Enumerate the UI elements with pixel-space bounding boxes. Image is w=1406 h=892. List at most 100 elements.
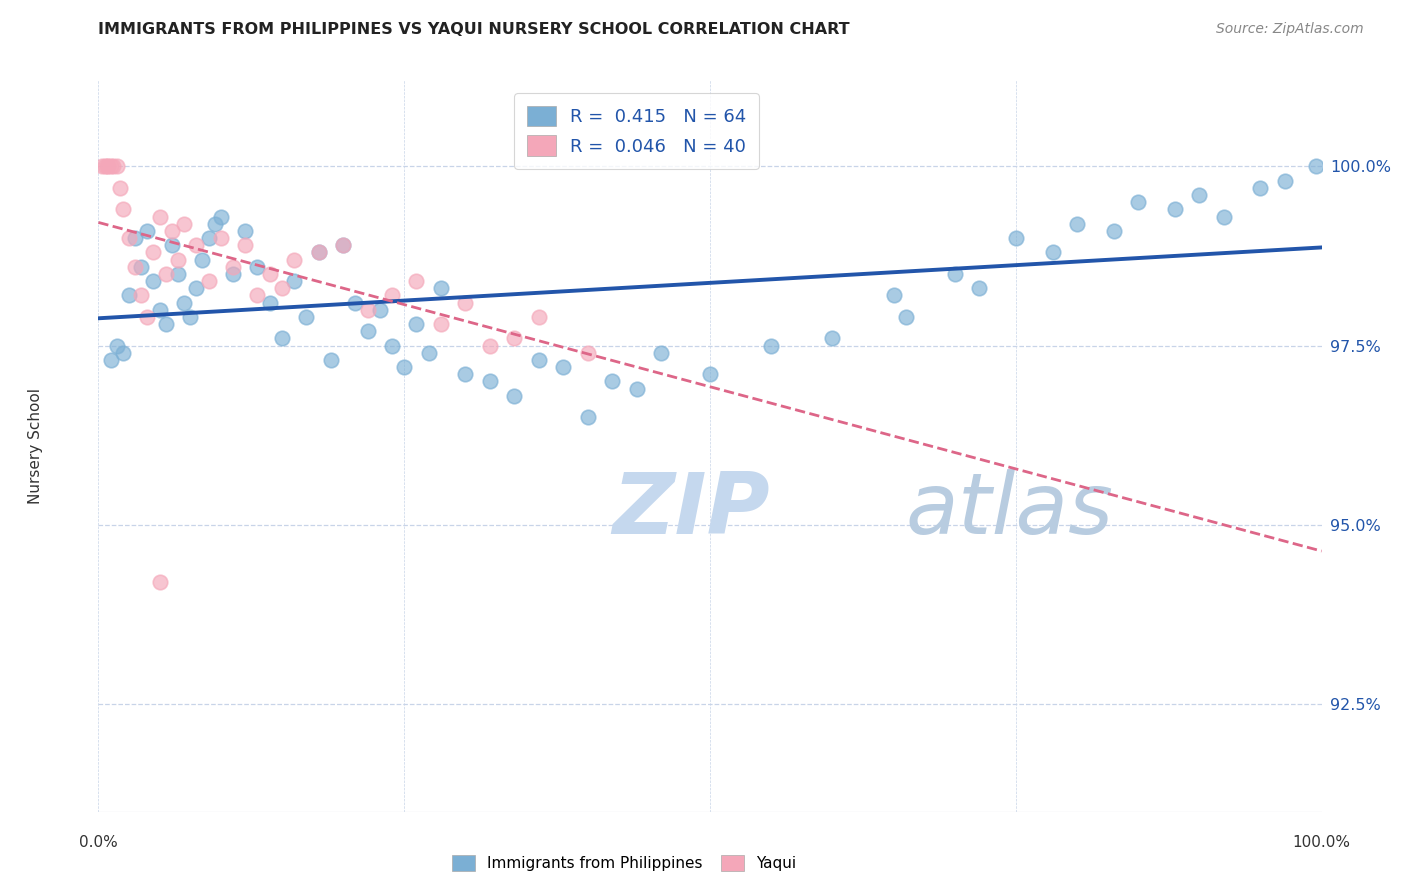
Point xyxy=(197,231,219,245)
Point xyxy=(142,245,165,260)
Point xyxy=(1250,181,1272,195)
Point xyxy=(883,288,905,302)
Point xyxy=(129,260,152,274)
Point xyxy=(295,310,318,324)
Point xyxy=(1102,224,1125,238)
Point xyxy=(1305,159,1327,173)
Point xyxy=(124,260,146,274)
Point xyxy=(405,317,427,331)
Text: atlas: atlas xyxy=(905,469,1114,552)
Point xyxy=(1274,174,1296,188)
Point xyxy=(209,231,232,245)
Point xyxy=(308,245,330,260)
Point xyxy=(110,181,132,195)
Text: ZIP: ZIP xyxy=(612,469,770,552)
Point xyxy=(160,238,183,252)
Point xyxy=(368,302,391,317)
Point xyxy=(356,302,378,317)
Point xyxy=(167,252,190,267)
Point xyxy=(173,295,195,310)
Point xyxy=(478,338,501,352)
Point xyxy=(943,267,966,281)
Text: 0.0%: 0.0% xyxy=(79,836,118,850)
Point xyxy=(283,252,305,267)
Point xyxy=(503,331,526,345)
Point xyxy=(100,353,122,368)
Point xyxy=(233,238,256,252)
Text: 100.0%: 100.0% xyxy=(1292,836,1351,850)
Point xyxy=(626,382,648,396)
Point xyxy=(100,159,122,173)
Point xyxy=(129,288,152,302)
Point xyxy=(160,224,183,238)
Point xyxy=(96,159,118,173)
Point xyxy=(136,224,159,238)
Point xyxy=(967,281,990,295)
Point xyxy=(454,368,477,382)
Point xyxy=(418,345,440,359)
Point xyxy=(308,245,330,260)
Text: Nursery School: Nursery School xyxy=(28,388,42,504)
Point xyxy=(699,368,721,382)
Point xyxy=(270,281,294,295)
Point xyxy=(1164,202,1187,217)
Point xyxy=(344,295,367,310)
Point xyxy=(155,317,177,331)
Point xyxy=(1188,188,1211,202)
Legend: Immigrants from Philippines, Yaqui: Immigrants from Philippines, Yaqui xyxy=(446,849,803,877)
Point xyxy=(186,238,208,252)
Point xyxy=(761,338,783,352)
Point xyxy=(142,274,165,288)
Point xyxy=(894,310,917,324)
Point xyxy=(527,310,550,324)
Point xyxy=(111,202,134,217)
Point xyxy=(430,281,453,295)
Point xyxy=(356,324,378,338)
Point xyxy=(97,159,120,173)
Point xyxy=(246,288,269,302)
Point xyxy=(91,159,114,173)
Point xyxy=(179,310,201,324)
Point xyxy=(1004,231,1026,245)
Point xyxy=(1212,210,1234,224)
Point xyxy=(246,260,269,274)
Point xyxy=(149,302,172,317)
Text: Source: ZipAtlas.com: Source: ZipAtlas.com xyxy=(1216,22,1364,37)
Point xyxy=(118,288,141,302)
Point xyxy=(270,331,294,345)
Point xyxy=(600,375,623,389)
Point xyxy=(204,217,226,231)
Point xyxy=(821,331,844,345)
Point xyxy=(1066,217,1088,231)
Point xyxy=(332,238,354,252)
Point xyxy=(650,345,672,359)
Point xyxy=(167,267,190,281)
Point xyxy=(222,260,245,274)
Point xyxy=(155,267,177,281)
Point xyxy=(283,274,305,288)
Point xyxy=(454,295,477,310)
Point xyxy=(233,224,256,238)
Point xyxy=(553,360,575,375)
Point xyxy=(381,288,404,302)
Point xyxy=(105,338,128,352)
Point xyxy=(222,267,245,281)
Point xyxy=(259,267,281,281)
Point xyxy=(576,410,599,425)
Point xyxy=(576,345,599,359)
Point xyxy=(381,338,404,352)
Text: IMMIGRANTS FROM PHILIPPINES VS YAQUI NURSERY SCHOOL CORRELATION CHART: IMMIGRANTS FROM PHILIPPINES VS YAQUI NUR… xyxy=(98,22,851,37)
Point xyxy=(186,281,208,295)
Point xyxy=(149,210,172,224)
Point xyxy=(101,159,124,173)
Point xyxy=(392,360,416,375)
Point xyxy=(319,353,342,368)
Point xyxy=(149,575,172,590)
Point xyxy=(527,353,550,368)
Point xyxy=(209,210,232,224)
Point xyxy=(105,159,128,173)
Point xyxy=(173,217,195,231)
Point xyxy=(259,295,281,310)
Point xyxy=(124,231,146,245)
Point xyxy=(332,238,354,252)
